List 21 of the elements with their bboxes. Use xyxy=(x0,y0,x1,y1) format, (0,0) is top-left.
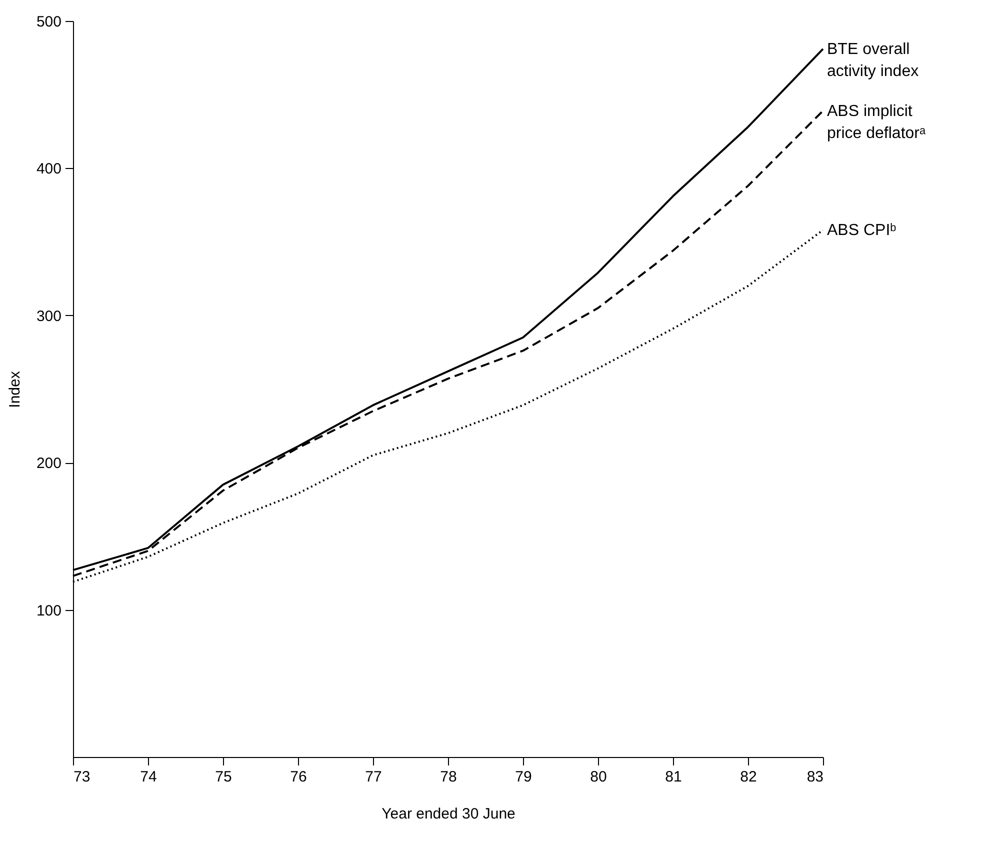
x-tick-label: 77 xyxy=(365,768,382,786)
x-axis-title: Year ended 30 June xyxy=(382,806,516,822)
x-tick-label: 80 xyxy=(590,768,607,786)
x-tick-label: 78 xyxy=(440,768,457,786)
x-tick-label: 73 xyxy=(74,768,90,786)
x-tick-label: 81 xyxy=(665,768,682,786)
y-tick-label: 400 xyxy=(36,160,62,178)
x-tick-label: 79 xyxy=(515,768,532,786)
y-axis-title: Index xyxy=(6,370,24,408)
y-tick-label: 100 xyxy=(36,602,62,620)
series-label: BTE overall activity index xyxy=(827,40,919,80)
x-tick-label: 83 xyxy=(806,768,824,786)
y-tick-label: 300 xyxy=(36,308,62,325)
series-label: ABS implicit price deflatorᵃ xyxy=(827,102,926,142)
x-tick-label: 75 xyxy=(215,768,232,786)
series-label: ABS CPIᵇ xyxy=(827,222,896,240)
y-tick-label: 500 xyxy=(36,14,62,30)
x-tick-label: 74 xyxy=(140,768,157,786)
y-tick-label: 200 xyxy=(36,455,62,472)
x-tick-label: 76 xyxy=(290,768,307,786)
x-tick-label: 82 xyxy=(740,768,757,786)
